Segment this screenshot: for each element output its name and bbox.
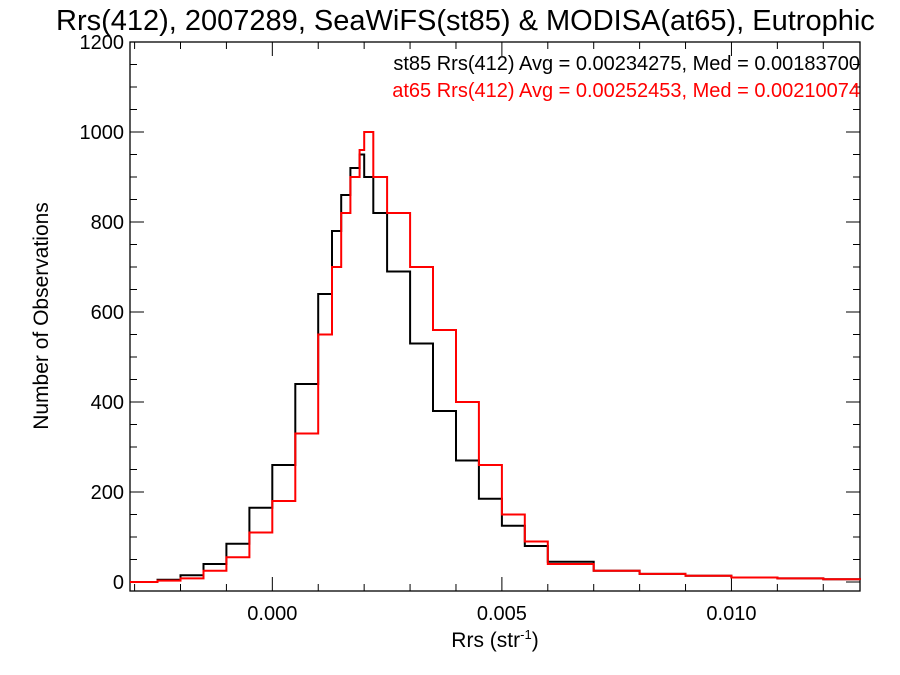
series-line-0 [130,153,861,583]
x-axis-label-main: Rrs (str [451,629,520,652]
y-tick-label: 200 [91,482,124,504]
legend-entry-at65: at65 Rrs(412) Avg = 0.00252453, Med = 0.… [392,80,860,102]
y-axis-label: Number of Observations [30,202,53,430]
axis-ticks [130,41,860,591]
legend-entry-st85: st85 Rrs(412) Avg = 0.00234275, Med = 0.… [393,53,860,75]
y-tick-label: 800 [91,212,124,234]
series-line-1 [130,131,861,583]
x-axis-label: Rrs (str-1) [451,627,538,652]
x-tick-label: 0.005 [477,603,527,625]
y-tick-label: 1200 [80,32,125,54]
x-tick-label: 0.000 [247,603,297,625]
tick-labels: 0 200 400 600 800 1000 1200 0.000 0.005 0.010 [80,32,757,625]
y-tick-label: 400 [91,392,124,414]
x-axis-label-superscript: -1 [520,627,532,642]
chart-title: Rrs(412), 2007289, SeaWiFS(st85) & MODIS… [56,5,875,37]
series-layer [130,131,861,583]
y-tick-label: 0 [113,572,124,594]
x-tick-label: 0.010 [706,603,756,625]
y-tick-label: 600 [91,302,124,324]
y-tick-label: 1000 [80,122,125,144]
plot-frame [129,41,861,592]
x-axis-label-close: ) [532,629,539,652]
